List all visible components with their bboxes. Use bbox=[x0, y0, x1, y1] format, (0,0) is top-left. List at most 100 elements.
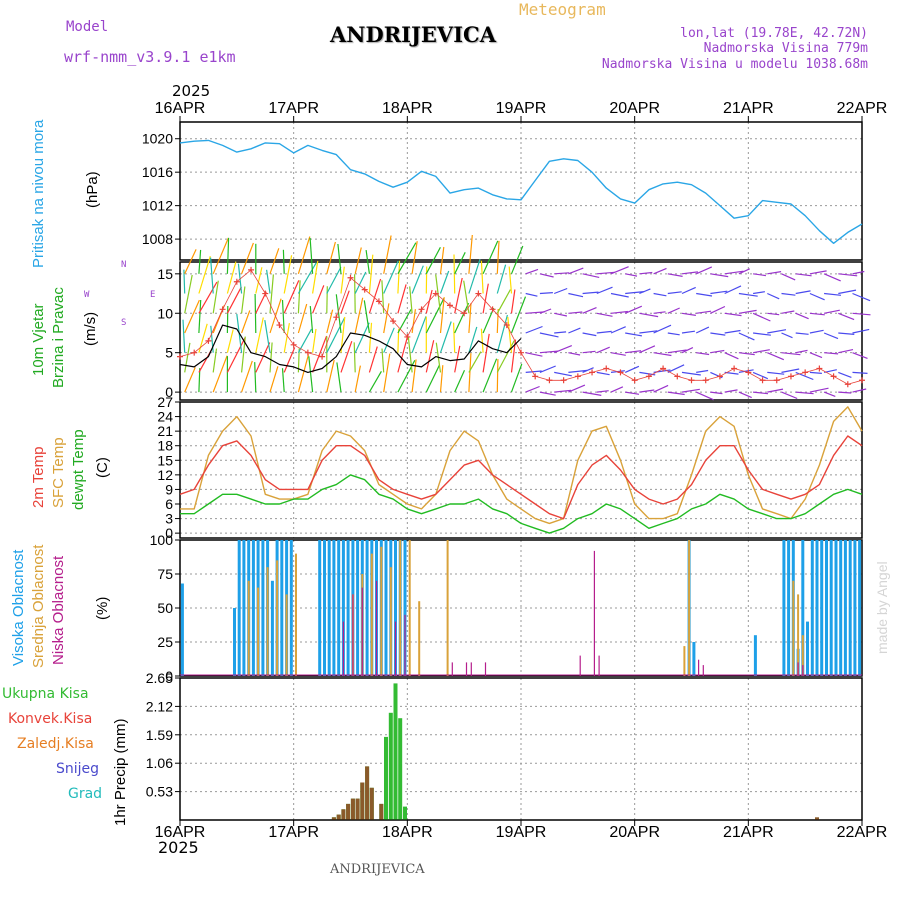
wind-arrow bbox=[254, 362, 257, 393]
cloud-high-bar bbox=[810, 540, 814, 676]
wind-arrow bbox=[297, 328, 313, 353]
wind-arrow bbox=[710, 305, 726, 314]
wind-arrow bbox=[852, 371, 868, 374]
wind-arrow bbox=[781, 310, 795, 314]
wind-arrow bbox=[336, 362, 342, 393]
cloud-high-bar bbox=[327, 540, 331, 676]
wind-arrow bbox=[753, 332, 771, 336]
wind-arrow bbox=[625, 391, 640, 395]
wind-arrow bbox=[368, 278, 382, 314]
wind-arrow bbox=[337, 243, 342, 274]
wind-gust-marker bbox=[177, 353, 183, 360]
wind-arrow bbox=[266, 269, 271, 294]
wind-arrow bbox=[468, 326, 478, 353]
wind-arrow bbox=[482, 333, 490, 373]
wind-arrow bbox=[210, 257, 214, 294]
wind-arrow bbox=[596, 390, 609, 393]
cloud-high-bar bbox=[394, 540, 397, 676]
y-tick-label: 1016 bbox=[142, 164, 173, 180]
wind-arrow bbox=[281, 368, 285, 393]
wind-arrow bbox=[554, 331, 567, 334]
wind-arrow bbox=[496, 359, 499, 393]
model-elevation-text: Nadmorska Visina u modelu 1038.68m bbox=[601, 57, 868, 72]
wind-arrow bbox=[752, 312, 771, 322]
wind-arrow bbox=[767, 388, 784, 393]
wind-arrow bbox=[681, 388, 700, 393]
wind-arrow bbox=[823, 391, 836, 397]
wind-arrow bbox=[667, 273, 683, 277]
compass-n: N bbox=[121, 260, 127, 270]
precip-total-bar bbox=[398, 718, 403, 820]
wind-arrow bbox=[326, 266, 342, 294]
compass-s: S bbox=[121, 318, 127, 328]
wind-arrow bbox=[411, 309, 416, 334]
wind-arrow bbox=[852, 292, 871, 302]
x-tick-label-top: 19APR bbox=[496, 100, 547, 117]
wind-arrow bbox=[724, 312, 742, 317]
wind-arrow bbox=[297, 354, 310, 393]
x-tick-label-top: 22APR bbox=[837, 100, 888, 117]
wind-arrow bbox=[795, 273, 812, 277]
wind-arrow bbox=[610, 292, 629, 298]
wind-arrow bbox=[454, 277, 463, 314]
wind-arrow bbox=[241, 360, 253, 393]
wind-arrow bbox=[667, 307, 680, 314]
compass-w: W bbox=[84, 290, 90, 300]
cloud-high-bar bbox=[853, 540, 857, 676]
wind-arrow bbox=[407, 336, 413, 373]
y-tick-label: 6 bbox=[165, 496, 173, 512]
wind-arrow bbox=[653, 324, 672, 334]
wind-arrow bbox=[696, 292, 713, 297]
cloud-high-bar bbox=[233, 608, 236, 676]
wind-arrow bbox=[397, 309, 412, 334]
wind-arrow bbox=[184, 367, 196, 393]
cloud-mid-bar bbox=[797, 594, 800, 676]
wind-arrow bbox=[383, 353, 391, 393]
wind-arrow bbox=[510, 296, 527, 334]
cloud-low-bar bbox=[579, 655, 581, 676]
wind-arrow bbox=[354, 274, 356, 314]
wind-arrow bbox=[297, 303, 308, 334]
wind-arrow bbox=[198, 281, 218, 314]
wind-arrow bbox=[624, 365, 640, 373]
wind-arrow bbox=[368, 371, 382, 393]
wind-arrow bbox=[738, 292, 758, 297]
x-tick-label-bottom: 20APR bbox=[609, 824, 660, 841]
wind-arrow bbox=[738, 391, 752, 399]
wind-arrow bbox=[582, 273, 600, 278]
wind-arrow bbox=[198, 249, 202, 274]
cloud-high-bar bbox=[289, 540, 293, 676]
wind-arrow bbox=[582, 332, 597, 337]
cloud-mid-bar bbox=[247, 580, 250, 676]
wind-arrow bbox=[212, 237, 229, 275]
wind-arrow bbox=[282, 249, 285, 274]
cloud-high-bar bbox=[692, 642, 696, 676]
wind-arrow bbox=[667, 364, 685, 373]
wind-arrow bbox=[838, 312, 855, 321]
wind-arrow bbox=[795, 312, 809, 320]
wind-compass: N W E S bbox=[84, 260, 156, 330]
wind-arrow bbox=[554, 312, 568, 317]
wind-arrow bbox=[639, 330, 658, 334]
wind-arrow bbox=[198, 323, 208, 353]
cloud-high-bar bbox=[843, 540, 847, 676]
wind-arrow bbox=[539, 273, 554, 278]
y-tick-label: 1.59 bbox=[146, 727, 173, 743]
wind-arrow bbox=[838, 349, 854, 354]
cloud-low-bar bbox=[593, 550, 595, 676]
y-tick-label: 25 bbox=[157, 634, 173, 650]
year-top: 2025 bbox=[172, 82, 211, 100]
cloud-high-bar bbox=[323, 540, 326, 676]
wind-arrow bbox=[767, 352, 785, 361]
wind-arrow bbox=[539, 365, 556, 373]
cloud-low-bar bbox=[375, 580, 378, 676]
wind-arrow bbox=[639, 271, 653, 275]
wind-arrow bbox=[212, 280, 219, 314]
precip-conv-bar bbox=[369, 787, 374, 820]
wind-arrow bbox=[297, 280, 301, 314]
cloud-high-bar bbox=[384, 540, 388, 676]
wind-arrow bbox=[411, 359, 417, 393]
wind-arrow bbox=[781, 368, 800, 373]
wind-arrow bbox=[795, 290, 811, 295]
wind-arrow bbox=[453, 322, 456, 353]
